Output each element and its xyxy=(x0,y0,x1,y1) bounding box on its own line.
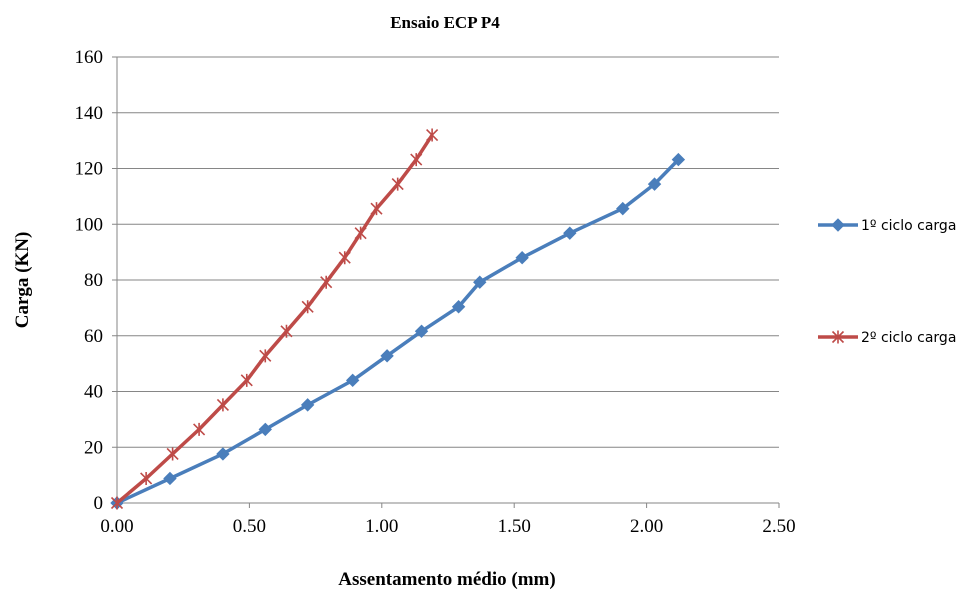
data-point xyxy=(391,177,404,191)
data-point xyxy=(338,251,351,265)
data-point xyxy=(166,447,179,461)
legend-item-2: 2º ciclo carga xyxy=(818,330,956,346)
y-tick-label: 20 xyxy=(84,437,103,458)
data-point xyxy=(831,218,845,232)
y-tick-label: 80 xyxy=(84,270,103,291)
data-point xyxy=(345,373,360,388)
data-point xyxy=(110,496,124,510)
data-point xyxy=(473,275,487,289)
x-tick-label: 2.00 xyxy=(630,516,663,537)
data-point xyxy=(301,300,314,314)
y-tick-label: 120 xyxy=(75,159,104,180)
x-tick-label: 0.50 xyxy=(233,516,266,537)
data-point xyxy=(240,373,253,387)
data-point xyxy=(259,349,272,363)
data-point xyxy=(216,447,230,461)
x-tick-label: 0.00 xyxy=(100,516,133,537)
y-tick-label: 60 xyxy=(84,326,103,347)
data-point xyxy=(193,422,206,436)
y-tick-label: 0 xyxy=(94,493,104,514)
series-2 xyxy=(110,128,439,510)
data-point xyxy=(320,275,333,289)
y-tick-label: 160 xyxy=(75,47,104,68)
x-tick-label: 2.50 xyxy=(762,516,795,537)
data-point xyxy=(258,422,272,437)
y-tick-label: 40 xyxy=(84,382,103,403)
y-tick-label: 100 xyxy=(75,214,104,235)
plot-area: 0 20 40 60 80 100 120 140 160 0.00 0.50 1.00 1.50 2.0… xyxy=(75,47,796,537)
legend-label: 1º ciclo carga xyxy=(861,218,956,234)
data-point xyxy=(563,226,577,240)
legend-label: 2º ciclo carga xyxy=(861,330,956,346)
data-point xyxy=(671,152,686,167)
chart-title: Ensaio ECP P4 xyxy=(390,13,500,32)
data-point xyxy=(380,349,394,363)
data-point xyxy=(647,177,662,191)
series-line xyxy=(115,134,434,505)
data-point xyxy=(451,300,466,314)
x-tick-label: 1.50 xyxy=(498,516,531,537)
data-point xyxy=(280,324,293,338)
data-point xyxy=(140,471,153,485)
legend: 1º ciclo carga 2º ciclo carga xyxy=(818,218,956,346)
data-point xyxy=(370,202,383,216)
x-tick-label: 1.00 xyxy=(365,516,398,537)
data-point xyxy=(426,128,439,142)
data-point xyxy=(831,330,845,344)
data-point xyxy=(216,398,229,412)
data-point xyxy=(300,398,315,412)
y-tick-label: 140 xyxy=(75,103,104,124)
data-point xyxy=(163,471,177,486)
data-point xyxy=(515,250,529,265)
data-point xyxy=(616,201,630,216)
data-point xyxy=(414,324,429,338)
legend-item-1: 1º ciclo carga xyxy=(818,218,956,234)
data-point xyxy=(410,153,423,167)
x-axis-title: Assentamento médio (mm) xyxy=(338,569,555,590)
y-axis-title: Carga (KN) xyxy=(12,232,33,329)
data-point xyxy=(354,226,367,240)
